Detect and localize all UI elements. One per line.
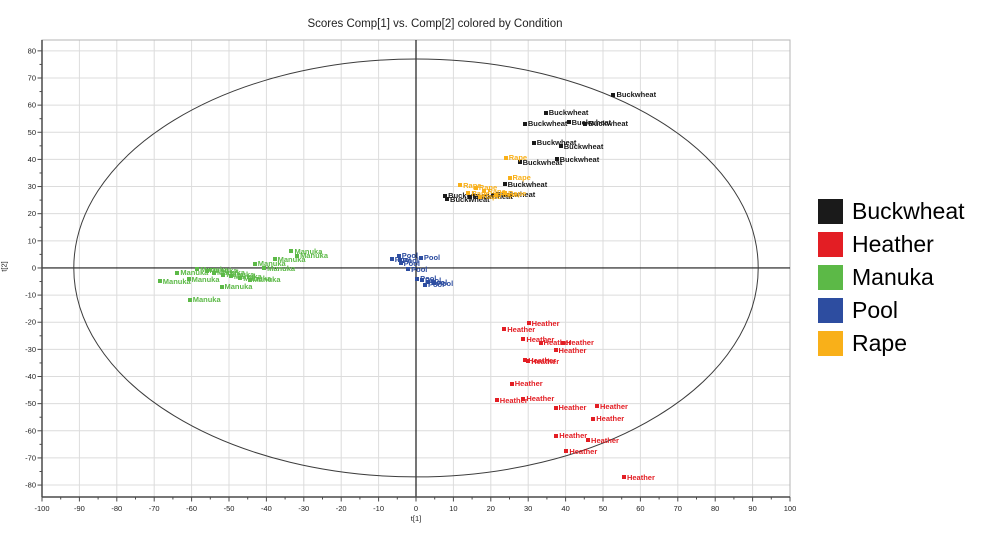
legend-label: Rape — [852, 330, 907, 356]
x-tick-label: 100 — [784, 504, 797, 513]
legend-label: Manuka — [852, 264, 934, 290]
x-tick-label: -50 — [224, 504, 235, 513]
x-tick-label: 70 — [674, 504, 682, 513]
y-tick-label: -30 — [25, 345, 36, 354]
legend-swatch — [818, 199, 843, 224]
x-tick-label: -20 — [336, 504, 347, 513]
x-tick-label: -90 — [74, 504, 85, 513]
y-tick-label: 0 — [32, 263, 36, 272]
legend-swatch — [818, 331, 843, 356]
legend-item-buckwheat: Buckwheat — [818, 199, 965, 224]
x-tick-label: -30 — [298, 504, 309, 513]
x-tick-label: -100 — [34, 504, 49, 513]
y-tick-label: 30 — [28, 182, 36, 191]
legend-item-heather: Heather — [818, 232, 965, 257]
y-axis-label: t[2] — [0, 261, 9, 272]
x-tick-label: 60 — [636, 504, 644, 513]
legend-item-rape: Rape — [818, 331, 965, 356]
legend-label: Pool — [852, 297, 899, 323]
legend-swatch — [818, 232, 843, 257]
chart-title: Scores Comp[1] vs. Comp[2] colored by Co… — [307, 18, 563, 30]
y-tick-label: 60 — [28, 101, 36, 110]
y-tick-label: -40 — [25, 372, 36, 381]
y-tick-label: -60 — [25, 426, 36, 435]
x-tick-label: -40 — [261, 504, 272, 513]
y-tick-label: -70 — [25, 453, 36, 462]
legend-swatch — [818, 265, 843, 290]
y-tick-label: 10 — [28, 236, 36, 245]
x-tick-label: -70 — [149, 504, 160, 513]
x-tick-label: 20 — [487, 504, 495, 513]
y-tick-label: 20 — [28, 209, 36, 218]
legend-swatch — [818, 298, 843, 323]
y-tick-label: 80 — [28, 46, 36, 55]
legend-label: Buckwheat — [852, 198, 965, 224]
x-tick-label: 30 — [524, 504, 532, 513]
x-tick-label: 90 — [748, 504, 756, 513]
x-tick-label: -60 — [186, 504, 197, 513]
x-tick-label: -10 — [373, 504, 384, 513]
legend-item-pool: Pool — [818, 298, 965, 323]
x-tick-label: 50 — [599, 504, 607, 513]
x-axis-label: t[1] — [410, 514, 422, 523]
legend: Buckwheat Heather Manuka Pool Rape — [818, 199, 965, 356]
y-tick-label: 70 — [28, 73, 36, 82]
y-tick-label: -50 — [25, 399, 36, 408]
legend-item-manuka: Manuka — [818, 265, 965, 290]
x-tick-label: 40 — [561, 504, 569, 513]
hotelling-ellipse — [73, 58, 759, 478]
y-tick-label: 50 — [28, 128, 36, 137]
legend-label: Heather — [852, 231, 934, 257]
y-tick-label: 40 — [28, 155, 36, 164]
x-tick-label: 0 — [414, 504, 418, 513]
y-tick-label: -80 — [25, 481, 36, 490]
y-tick-label: -10 — [25, 291, 36, 300]
x-tick-label: -80 — [111, 504, 122, 513]
x-tick-label: 80 — [711, 504, 719, 513]
y-tick-label: -20 — [25, 318, 36, 327]
x-tick-label: 10 — [449, 504, 457, 513]
